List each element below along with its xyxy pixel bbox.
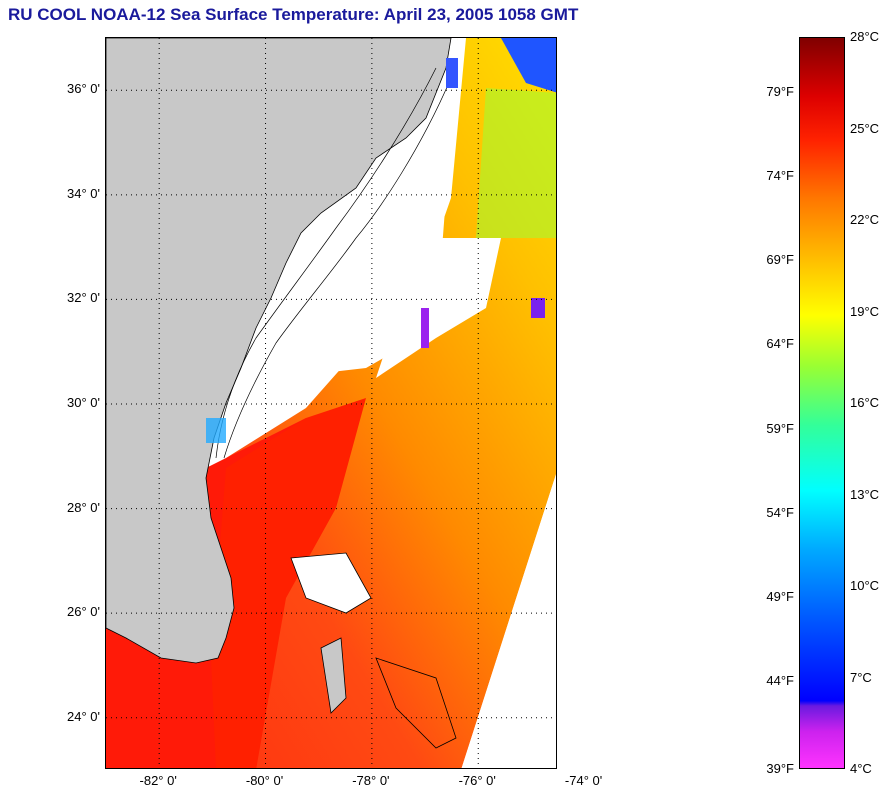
gulf-stream-core xyxy=(211,398,366,768)
longitude-label: -80° 0' xyxy=(245,773,284,788)
celsius-tick-label: 22°C xyxy=(850,212,880,227)
cool-water-band xyxy=(476,88,556,238)
cold-water-patch xyxy=(501,38,556,93)
fahrenheit-tick-label: 79°F xyxy=(766,83,794,99)
cool-spot-2 xyxy=(421,308,429,348)
fahrenheit-tick-label: 54°F xyxy=(766,504,794,520)
bahamas-islands xyxy=(290,552,372,614)
fahrenheit-tick-label: 39°F xyxy=(766,761,794,776)
longitude-label: -78° 0' xyxy=(352,773,390,788)
fahrenheit-tick-label: 44°F xyxy=(766,673,794,689)
celsius-tick-label: 25°C xyxy=(850,120,880,136)
longitude-label: -74° 0' xyxy=(564,773,603,788)
cloud-east xyxy=(461,474,556,768)
map-title: RU COOL NOAA-12 Sea Surface Temperature:… xyxy=(8,5,579,24)
latitude-label: 36° 0' xyxy=(67,81,100,97)
celsius-tick-label: 19°C xyxy=(850,303,880,319)
cloud-area xyxy=(206,38,556,468)
celsius-tick-label: 10°C xyxy=(850,578,880,593)
longitude-label: -76° 0' xyxy=(458,773,496,788)
celsius-tick-label: 4°C xyxy=(850,761,872,776)
sst-map-canvas xyxy=(106,38,556,768)
longitude-label: -82° 0' xyxy=(139,773,177,788)
celsius-tick-label: 28°C xyxy=(850,29,880,44)
cloud-area-2 xyxy=(376,238,501,378)
latitude-label: 32° 0' xyxy=(67,290,100,306)
isobath-contour-2 xyxy=(223,77,452,459)
fahrenheit-tick-label: 64°F xyxy=(766,336,794,352)
cool-spot-3 xyxy=(531,298,545,318)
celsius-tick-label: 13°C xyxy=(850,486,880,502)
cool-spot xyxy=(446,58,458,88)
celsius-tick-label: 16°C xyxy=(850,395,880,410)
latitude-label: 24° 0' xyxy=(67,708,100,724)
fahrenheit-tick-label: 69°F xyxy=(766,252,794,268)
fahrenheit-tick-label: 74°F xyxy=(766,168,794,184)
isobath-contour xyxy=(215,67,437,459)
temperature-colorbar xyxy=(799,37,845,769)
cool-spot-4 xyxy=(206,418,226,443)
latitude-label: 26° 0' xyxy=(67,604,100,620)
sst-map[interactable] xyxy=(105,37,557,769)
bahamas-islands-2 xyxy=(320,637,347,714)
graticule xyxy=(106,38,556,768)
latitude-label: 34° 0' xyxy=(67,185,100,201)
fahrenheit-tick-label: 59°F xyxy=(766,420,794,436)
latitude-label: 30° 0' xyxy=(67,395,100,410)
fahrenheit-tick-label: 49°F xyxy=(766,588,794,604)
bahamas-islands-3 xyxy=(375,657,457,749)
celsius-tick-label: 7°C xyxy=(850,669,872,685)
latitude-label: 28° 0' xyxy=(67,499,100,515)
